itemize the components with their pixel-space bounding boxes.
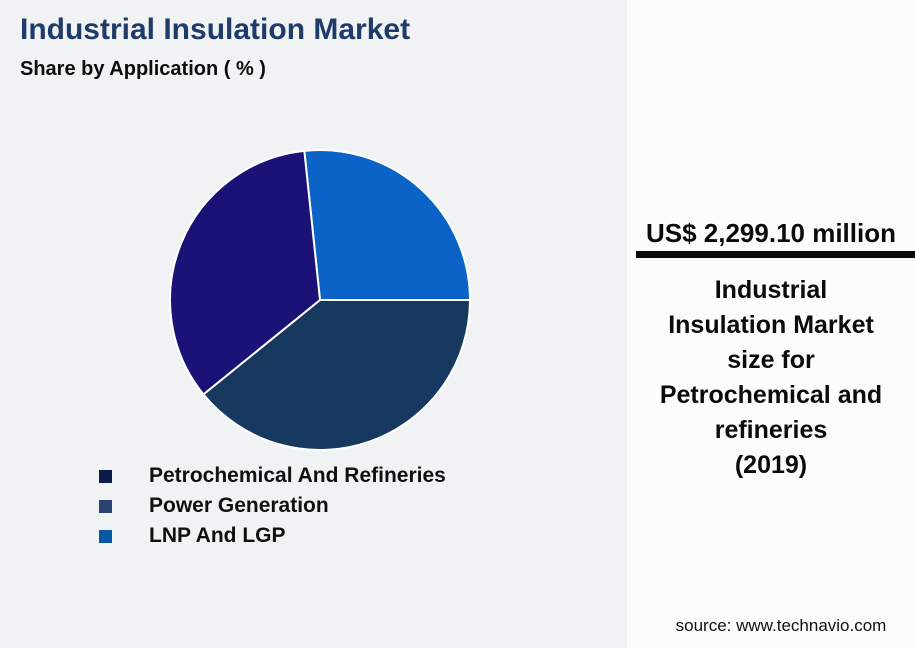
chart-legend: Petrochemical And Refineries Power Gener… <box>99 461 446 551</box>
legend-item: Petrochemical And Refineries <box>99 461 446 491</box>
market-size-panel: US$ 2,299.10 million Industrial Insulati… <box>627 0 915 648</box>
legend-item: LNP And LGP <box>99 521 446 551</box>
legend-marker-icon <box>99 469 112 483</box>
source-text: source: www.technavio.com <box>675 616 887 635</box>
divider-bar <box>636 251 915 258</box>
page-subtitle: Share by Application ( % ) <box>20 58 266 80</box>
page-title: Industrial Insulation Market <box>20 13 411 46</box>
legend-label: Power Generation <box>149 494 329 517</box>
pie-chart <box>169 149 471 451</box>
legend-item: Power Generation <box>99 491 446 521</box>
legend-label: LNP And LGP <box>149 524 286 547</box>
legend-marker-icon <box>99 529 112 543</box>
legend-marker-icon <box>99 499 112 513</box>
pie-slice-petrochemical-and-refineries <box>202 299 471 451</box>
market-value-text: US$ 2,299.10 million <box>645 218 896 248</box>
legend-label: Petrochemical And Refineries <box>149 464 446 487</box>
market-size-description: Industrial Insulation Market size for Pe… <box>659 276 883 479</box>
pie-slice-lnp-and-lgp <box>303 149 471 302</box>
pie-slice-power-generation <box>169 149 321 396</box>
